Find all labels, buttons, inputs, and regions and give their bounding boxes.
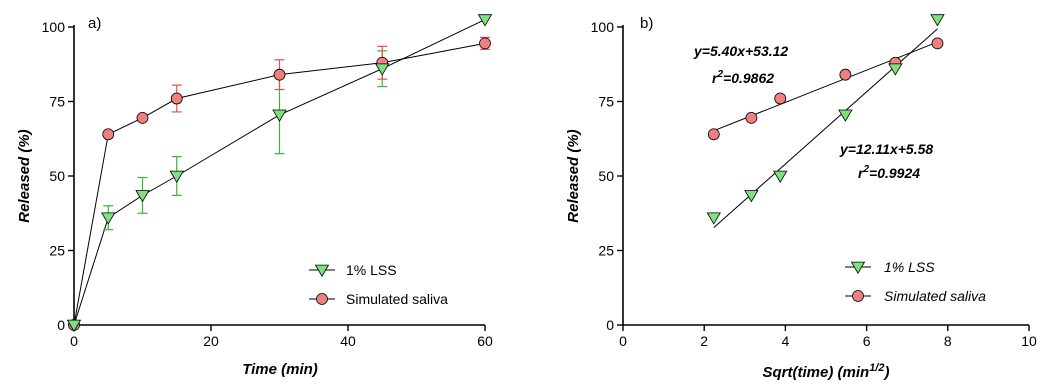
lss-point-0: [706, 212, 721, 225]
saliva-equation: y=5.40x+53.12: [693, 43, 788, 59]
panel-0-legend-lss-marker: [314, 264, 330, 277]
panel-1-xtick-label-6: 6: [863, 333, 871, 349]
lss-point-4: [272, 109, 287, 122]
panel-b-legend: 1% LSS Simulated saliva: [845, 259, 986, 304]
lss-point-5: [930, 14, 945, 27]
panel-1-legend-saliva-marker: [852, 290, 864, 302]
panel-0-ytick-label-75: 75: [49, 94, 65, 110]
saliva-point-3: [839, 68, 852, 81]
saliva-point-1: [745, 111, 758, 124]
panel-b-xlabel: Sqrt(time) (min1/2): [763, 362, 890, 381]
saliva-point-4: [273, 68, 286, 81]
lss-point-5: [375, 63, 390, 76]
panel-a-legend-saliva-label: Simulated saliva: [346, 291, 448, 307]
saliva-point-6: [479, 37, 491, 50]
panel-b: b) Sqrt(time) (min1/2) Released (%) 0 25 5…: [565, 14, 1037, 381]
panel-1-xtick-label-2: 2: [700, 333, 708, 349]
panel-b-plot: [706, 14, 945, 229]
saliva-r2: r2=0.9862: [712, 69, 774, 86]
saliva-r2-value: =0.9862: [723, 70, 774, 86]
lss-r2-prefix: r: [858, 165, 865, 181]
lss-point-1: [744, 190, 759, 203]
panel-a-plot: [66, 14, 493, 332]
saliva-point-0: [707, 128, 720, 141]
lss-point-0: [66, 319, 82, 332]
saliva-point-3: [170, 92, 183, 105]
panel-0-xtick-label-40: 40: [340, 333, 356, 349]
panel-1-legend-lss-marker: [850, 261, 866, 274]
panel-a-xlabel: Time (min): [242, 361, 318, 378]
saliva-r2-sup: 2: [716, 69, 723, 80]
lss-r2-sup: 2: [862, 164, 869, 175]
lss-point-6: [477, 14, 493, 27]
saliva-point-2: [136, 111, 149, 124]
panel-b-legend-saliva-label: Simulated saliva: [884, 288, 986, 304]
panel-a-axes: 0 25 50 75 100 0 20 40 60: [42, 19, 493, 349]
panel-a-legend: 1% LSS Simulated saliva: [309, 262, 448, 307]
panel-0-ytick-label-0: 0: [57, 317, 65, 333]
saliva-r2-prefix: r: [712, 70, 719, 86]
panel-1-ytick-label-50: 50: [598, 168, 614, 184]
lss-point-1: [101, 212, 116, 225]
panel-0-xtick-label-60: 60: [477, 333, 493, 349]
lss-r2-value: =0.9924: [869, 165, 920, 181]
panel-0-ytick-label-50: 50: [49, 168, 65, 184]
lss-point-3: [838, 109, 853, 122]
lss-point-2: [135, 190, 150, 203]
lss-point-4: [888, 63, 903, 76]
panel-1-xtick-label-10: 10: [1021, 333, 1037, 349]
saliva-point-5: [931, 37, 944, 50]
panel-1-xtick-label-4: 4: [782, 333, 790, 349]
panel-a-legend-lss-label: 1% LSS: [346, 262, 397, 278]
panel-1-xtick-label-0: 0: [619, 333, 627, 349]
panel-1-ytick-label-75: 75: [598, 94, 614, 110]
lss-point-2: [773, 170, 788, 183]
panel-0-legend-saliva-marker: [316, 293, 328, 305]
saliva-point-2: [774, 92, 787, 105]
panel-b-axes: 0 25 50 75 100 0 2 4 6 8 10: [591, 19, 1037, 349]
panel-b-xlabel-sup: 1/2: [869, 362, 884, 374]
saliva-point-1: [102, 128, 115, 141]
panel-1-xtick-label-8: 8: [944, 333, 952, 349]
panel-b-ylabel: Released (%): [565, 129, 582, 222]
lss-r2: r2=0.9924: [858, 164, 920, 181]
panel-a-label: a): [88, 15, 101, 32]
panel-b-legend-lss-label: 1% LSS: [884, 259, 935, 275]
panel-0-ytick-label-25: 25: [49, 243, 65, 259]
panel-0-xtick-label-0: 0: [70, 333, 78, 349]
lss-point-3: [169, 170, 184, 183]
lss-equation: y=12.11x+5.58: [839, 141, 933, 157]
panel-a: a) Time (min) Released (%) 0 25 50 75 100 0 20…: [16, 14, 493, 378]
panel-b-xlabel-main: Sqrt(time) (min: [763, 364, 870, 381]
panel-0-xtick-label-20: 20: [203, 333, 219, 349]
panel-1-ytick-label-25: 25: [598, 243, 614, 259]
panel-b-label: b): [640, 15, 653, 32]
panel-a-ylabel: Released (%): [16, 129, 33, 222]
panel-1-ytick-label-100: 100: [591, 19, 615, 35]
panel-1-ytick-label-0: 0: [606, 317, 614, 333]
panel-0-ytick-label-100: 100: [42, 19, 66, 35]
panel-b-xlabel-end: ): [882, 364, 889, 381]
